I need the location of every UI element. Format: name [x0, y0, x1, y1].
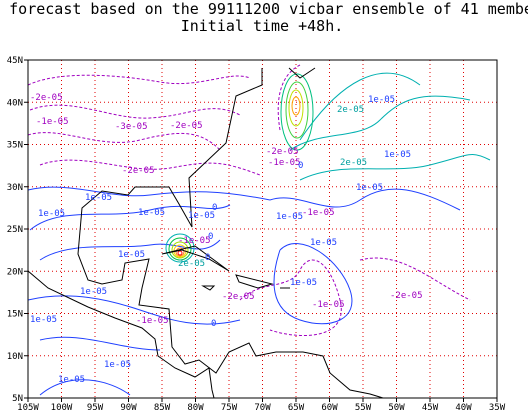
contour-label: -1e-05 — [268, 158, 301, 168]
contour-label: 0 — [298, 161, 303, 171]
contour-label: 1e-05 — [85, 193, 112, 203]
y-tick-label: 35N — [7, 141, 23, 151]
contour-label: -2e-05 — [390, 291, 423, 301]
title: Mean forecast based on the 99111200 vicb… — [0, 0, 528, 18]
contour-label: -2e-05 — [122, 166, 155, 176]
contour-label: 1e-05 — [310, 238, 337, 248]
y-tick-label: 20N — [7, 267, 23, 277]
y-tick-label: 30N — [7, 183, 23, 193]
x-tick-label: 60W — [321, 403, 338, 410]
contour-label: 1e-05 — [290, 278, 317, 288]
x-tick-label: 100W — [51, 403, 73, 410]
y-tick-label: 25N — [7, 225, 23, 235]
x-tick-label: 35W — [489, 403, 506, 410]
contour-label: -2e-05 — [170, 121, 203, 131]
x-tick-label: 95W — [87, 403, 104, 410]
contour-label: 2e-05 — [337, 105, 364, 115]
x-tick-label: 90W — [120, 403, 137, 410]
contour-label: -1e-05 — [136, 316, 169, 326]
contour-label: -1e-05 — [312, 300, 345, 310]
contour-label: 1e-05 — [384, 150, 411, 160]
contour-label: -1e-05 — [36, 117, 69, 127]
grid: 105W 100W 95W 90W 85W 80W 75W 70W 65W 60W 55W 50W 45… — [7, 56, 506, 410]
contour-label: -2e-05 — [222, 292, 255, 302]
contour-label: 0 — [211, 319, 216, 329]
y-tick-label: 40N — [7, 98, 23, 108]
plot-frame — [27, 59, 498, 399]
contour-label: 0 — [208, 232, 213, 242]
contour-label: 1e-05 — [356, 183, 383, 193]
contour-label: 0 — [205, 253, 210, 263]
contour-label: 1e-05 — [58, 375, 85, 385]
contour-label: 1e-05 — [188, 211, 215, 221]
subtitle: Initial time +48h. — [181, 17, 344, 35]
contour-label: -2e-05 — [30, 93, 63, 103]
contour-label: -2e-05 — [266, 147, 299, 157]
contour-label: 1e-05 — [80, 287, 107, 297]
x-tick-label: 50W — [388, 403, 405, 410]
y-tick-label: 5N — [12, 394, 23, 404]
contours — [27, 64, 491, 396]
contour-label: -3e-05 — [115, 122, 148, 132]
y-tick-label: 10N — [7, 352, 23, 362]
coastlines — [27, 67, 384, 399]
contour-label: 1e-05 — [30, 315, 57, 325]
contour-label: 1e-05 — [118, 250, 145, 260]
x-tick-label: 65W — [288, 403, 305, 410]
contour-label: 1e-05 — [38, 209, 65, 219]
contour-label: 1e-05 — [368, 95, 395, 105]
contour-label: 1e-05 — [104, 360, 131, 370]
contour-label: 1e-05 — [138, 208, 165, 218]
x-tick-label: 105W — [17, 403, 39, 410]
x-tick-label: 85W — [154, 403, 171, 410]
x-tick-label: 75W — [221, 403, 238, 410]
contour-label: -1e-05 — [178, 236, 211, 246]
x-tick-label: 55W — [355, 403, 372, 410]
contour-label: -1e-05 — [302, 208, 335, 218]
contour-label: 1e-05 — [276, 212, 303, 222]
contour-label: 0 — [212, 203, 217, 213]
x-tick-label: 70W — [254, 403, 271, 410]
contour-label: 2e-05 — [340, 158, 367, 168]
contour-label: 2e-05 — [178, 259, 205, 269]
y-tick-label: 45N — [7, 56, 23, 66]
x-tick-label: 45W — [422, 403, 439, 410]
x-tick-label: 40W — [455, 403, 472, 410]
x-tick-label: 80W — [187, 403, 204, 410]
y-tick-label: 15N — [7, 310, 23, 320]
contour-labels: -2e-05-1e-05 -3e-05 -2e-05-2e-051e-051e-05… — [30, 93, 423, 385]
